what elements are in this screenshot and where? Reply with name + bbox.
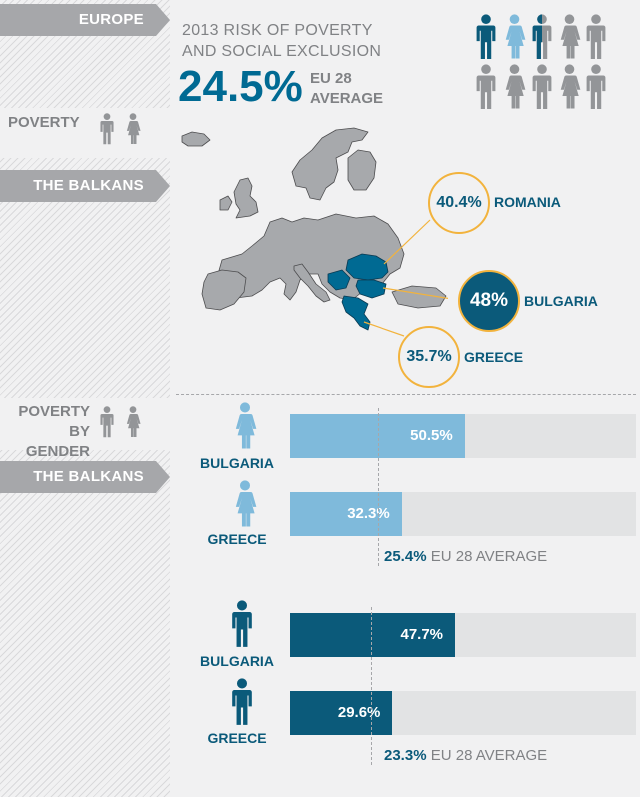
romania-shape (345, 253, 389, 281)
woman-icon (556, 14, 583, 60)
man-icon (584, 14, 608, 60)
women-bar-track-bulgaria: 50.5% (290, 414, 636, 458)
europe-map (181, 127, 448, 337)
balkans-band-2: THE BALKANS (0, 461, 170, 493)
poverty-gender-line1: POVERTY (18, 403, 90, 420)
balkans-label-2: THE BALKANS (0, 461, 170, 493)
man-icon (584, 64, 608, 110)
women-bulgaria-label: BULGARIA (200, 455, 274, 471)
man-icon (96, 113, 118, 145)
women-bar-bulgaria (290, 414, 465, 458)
balkans-label-1: THE BALKANS (0, 170, 170, 202)
poverty-gender-line2: BY GENDER (25, 423, 90, 460)
half-man-icon (532, 14, 552, 59)
men-bar-bulgaria (290, 613, 456, 657)
woman-icon (501, 14, 528, 60)
section-divider (176, 394, 636, 395)
women-greece-label: GREECE (207, 531, 267, 547)
women-eu-average-label: 25.4% EU 28 AVERAGE (384, 548, 547, 565)
men-eu-average-line (370, 607, 372, 765)
eu-label-line-2: AVERAGE (310, 90, 384, 107)
women-bar-track-greece: 32.3% (290, 492, 636, 536)
women-bar-value-bulgaria: 50.5% (410, 427, 453, 444)
poverty-gender-label: POVERTY BY GENDER (8, 402, 90, 462)
men-bar-value-greece: 29.6% (337, 704, 381, 721)
women-eu-average-line (377, 408, 379, 566)
woman-icon (120, 406, 146, 438)
greece-shape (341, 295, 371, 331)
man-icon (229, 678, 255, 726)
men-bar-track-bulgaria: 47.7% (290, 613, 636, 657)
woman-icon (556, 64, 583, 110)
eu-average-percent: 24.5% (178, 62, 303, 111)
poverty-label: POVERTY (8, 114, 80, 131)
woman-icon (120, 113, 146, 145)
man-icon (96, 406, 118, 438)
women-eu-average-value: 25.4% (384, 548, 427, 565)
bulgaria-shape (355, 279, 387, 299)
man-icon (530, 64, 554, 110)
poverty-section: POVERTY (0, 108, 170, 158)
balkans-band-1: THE BALKANS (0, 170, 170, 202)
title-line-1: 2013 RISK OF POVERTY (182, 22, 373, 39)
greece-circle: 35.7% (398, 326, 460, 388)
men-eu-average-text: EU 28 AVERAGE (430, 747, 548, 764)
man-icon (474, 14, 498, 60)
men-eu-average-label: 23.3% EU 28 AVERAGE (384, 747, 547, 764)
men-bar-greece (290, 691, 393, 735)
eu-label-line-1: EU 28 (310, 70, 352, 87)
bulgaria-circle: 48% (458, 270, 520, 332)
man-icon (229, 600, 255, 648)
men-greece-label: GREECE (207, 730, 267, 746)
men-eu-average-value: 23.3% (384, 747, 427, 764)
europe-label: EUROPE (0, 4, 170, 36)
women-eu-average-text: EU 28 AVERAGE (430, 548, 548, 565)
woman-icon (228, 480, 262, 528)
woman-icon (228, 402, 262, 450)
men-bar-track-greece: 29.6% (290, 691, 636, 735)
romania-circle: 40.4% (428, 172, 490, 234)
people-pictogram (470, 14, 632, 114)
europe-band: EUROPE (0, 4, 170, 36)
romania-label: ROMANIA (494, 194, 561, 210)
women-bar-value-greece: 32.3% (347, 505, 390, 522)
women-bar-greece (290, 492, 402, 536)
man-icon (474, 64, 498, 110)
bulgaria-label: BULGARIA (524, 293, 598, 309)
men-bulgaria-label: BULGARIA (200, 653, 274, 669)
greece-label: GREECE (464, 349, 524, 365)
title-line-2: AND SOCIAL EXCLUSION (182, 43, 382, 60)
woman-icon (501, 64, 528, 110)
poverty-gender-section: POVERTY BY GENDER (0, 398, 170, 460)
men-bar-value-bulgaria: 47.7% (400, 626, 444, 643)
